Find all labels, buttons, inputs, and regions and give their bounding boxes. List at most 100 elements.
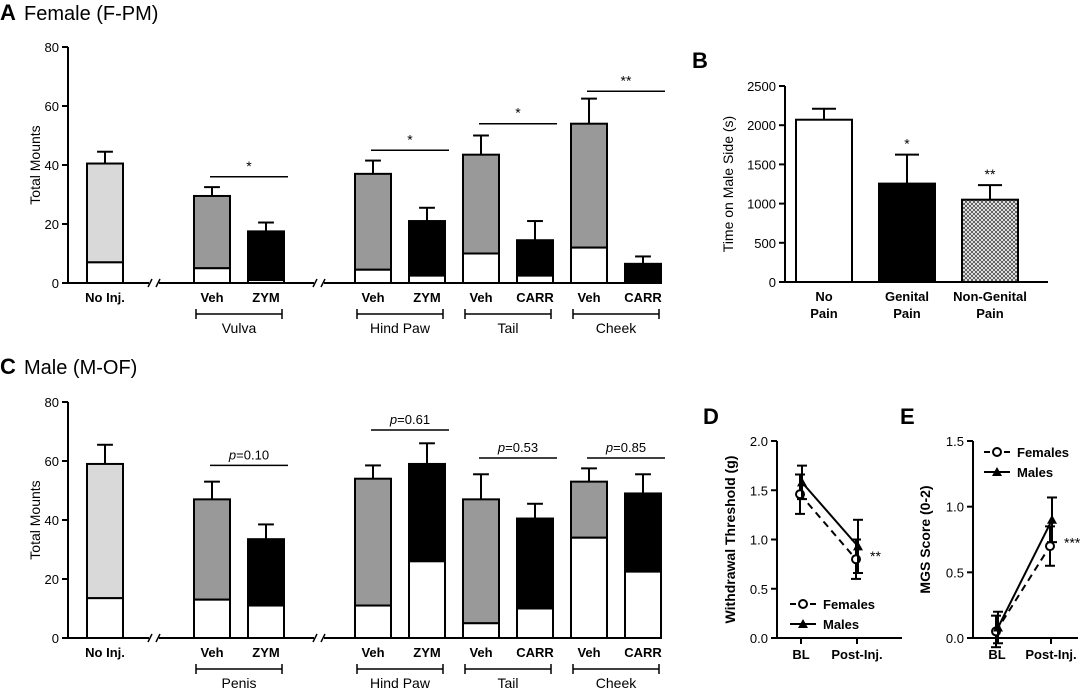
bar-upper-segment bbox=[193, 194, 231, 270]
y-tick-label: 0.0 bbox=[946, 631, 964, 646]
x-category-label: CARR bbox=[516, 645, 554, 660]
bar-upper-segment bbox=[354, 172, 392, 271]
axis-break-mark bbox=[312, 633, 318, 643]
group-label: Hind Paw bbox=[370, 675, 431, 691]
y-tick-label: 1.0 bbox=[946, 500, 964, 515]
bar-lower-segment bbox=[516, 274, 554, 284]
bar-lower-segment bbox=[462, 252, 500, 284]
y-tick-label: 0.0 bbox=[750, 631, 768, 646]
x-category-label: Pain bbox=[976, 306, 1004, 321]
bar-upper-segment bbox=[624, 492, 662, 573]
group-label: Hind Paw bbox=[370, 320, 431, 336]
group-label: Vulva bbox=[222, 320, 257, 336]
y-tick-label: 1.5 bbox=[946, 434, 964, 449]
y-tick-label: 40 bbox=[45, 513, 59, 528]
x-category-label: Veh bbox=[361, 645, 384, 660]
y-tick-label: 2500 bbox=[747, 79, 776, 94]
x-category-label: BL bbox=[988, 647, 1005, 662]
x-category-label: Genital bbox=[885, 289, 929, 304]
x-category-label: No bbox=[815, 289, 832, 304]
y-axis-label: Total Mounts bbox=[27, 480, 43, 559]
bar-lower-segment bbox=[354, 604, 392, 639]
panel-letter-d: D bbox=[703, 404, 719, 429]
group-label: Cheek bbox=[596, 675, 637, 691]
series-line bbox=[997, 519, 1053, 628]
axis-break-mark bbox=[320, 278, 326, 288]
group-label: Tail bbox=[497, 320, 518, 336]
y-tick-label: 80 bbox=[45, 40, 59, 55]
bar-lower-segment bbox=[247, 279, 285, 284]
data-point bbox=[993, 622, 1003, 632]
panel-b-chart: 0 500 1000 1500 2000 2500 Time on Male Side (s… bbox=[720, 79, 1048, 321]
y-axis-label: Time on Male Side (s) bbox=[720, 116, 736, 252]
y-tick-label: 2.0 bbox=[750, 434, 768, 449]
y-tick-label: 1000 bbox=[747, 197, 776, 212]
bar-lower-segment bbox=[247, 604, 285, 639]
y-tick-label: 60 bbox=[45, 99, 59, 114]
y-tick-label: 1.5 bbox=[750, 483, 768, 498]
series-line bbox=[995, 545, 1051, 632]
significance-label: *** bbox=[1064, 534, 1080, 550]
panel-letter-b: B bbox=[692, 48, 708, 73]
x-category-label: BL bbox=[792, 647, 809, 662]
bar-upper-segment bbox=[86, 162, 124, 264]
bar-lower-segment bbox=[462, 622, 500, 639]
group-label: Cheek bbox=[596, 320, 637, 336]
group-label: Penis bbox=[221, 675, 256, 691]
x-category-label: CARR bbox=[624, 645, 662, 660]
bar-upper-segment bbox=[193, 498, 231, 601]
group-label: Tail bbox=[497, 675, 518, 691]
bar-lower-segment bbox=[408, 560, 446, 639]
x-category-label: Veh bbox=[200, 290, 223, 305]
x-category-label: ZYM bbox=[413, 645, 440, 660]
bar-upper-segment bbox=[408, 220, 446, 277]
bar-lower-segment bbox=[86, 261, 124, 285]
bar-lower-segment bbox=[408, 274, 446, 284]
axis-break-mark bbox=[147, 278, 153, 288]
x-category-label: No Inj. bbox=[85, 290, 125, 305]
y-tick-label: 80 bbox=[45, 395, 59, 410]
comparison-label: p=0.10 bbox=[228, 447, 269, 462]
y-tick-label: 1.0 bbox=[750, 533, 768, 548]
x-category-label: CARR bbox=[516, 290, 554, 305]
y-tick-label: 0 bbox=[769, 275, 776, 290]
bar-lower-segment bbox=[193, 267, 231, 284]
bar-lower-segment bbox=[624, 570, 662, 639]
data-point bbox=[853, 541, 863, 551]
y-axis-label: Total Mounts bbox=[27, 125, 43, 204]
x-category-label: Veh bbox=[577, 290, 600, 305]
data-point bbox=[1047, 514, 1057, 524]
bar bbox=[878, 182, 936, 283]
comparison-label: p=0.53 bbox=[497, 440, 538, 455]
x-category-label: Post-Inj. bbox=[831, 647, 882, 662]
panel-c-chart: 0 20 40 60 80 Total Mounts No Inj. Veh ZYM Veh ZYM… bbox=[27, 395, 665, 691]
data-point bbox=[797, 477, 807, 487]
x-category-label: ZYM bbox=[252, 645, 279, 660]
significance-label: ** bbox=[985, 166, 996, 182]
x-category-label: Veh bbox=[577, 645, 600, 660]
series-line bbox=[799, 493, 857, 560]
x-category-label: CARR bbox=[624, 290, 662, 305]
significance-label: * bbox=[904, 136, 910, 152]
legend-label: Females bbox=[823, 597, 875, 612]
bar-lower-segment bbox=[193, 598, 231, 640]
comparison-label: p=0.85 bbox=[605, 440, 646, 455]
y-tick-label: 1500 bbox=[747, 157, 776, 172]
x-category-label: Veh bbox=[361, 290, 384, 305]
y-tick-label: 20 bbox=[45, 572, 59, 587]
data-point bbox=[1045, 541, 1055, 552]
y-tick-label: 20 bbox=[45, 217, 59, 232]
x-category-label: Veh bbox=[200, 645, 223, 660]
bar-lower-segment bbox=[354, 268, 392, 285]
panel-d-chart: 0.0 0.5 1.0 1.5 2.0 Withdrawal Threshold (g) B… bbox=[722, 434, 902, 662]
y-tick-label: 40 bbox=[45, 158, 59, 173]
y-tick-label: 0 bbox=[52, 631, 59, 646]
bar-lower-segment bbox=[570, 246, 608, 285]
bar-upper-segment bbox=[462, 153, 500, 255]
x-category-label: Veh bbox=[469, 645, 492, 660]
y-tick-label: 60 bbox=[45, 454, 59, 469]
y-tick-label: 500 bbox=[754, 236, 776, 251]
panel-a-title: Female (F-PM) bbox=[24, 3, 158, 25]
bar-upper-segment bbox=[516, 239, 554, 277]
